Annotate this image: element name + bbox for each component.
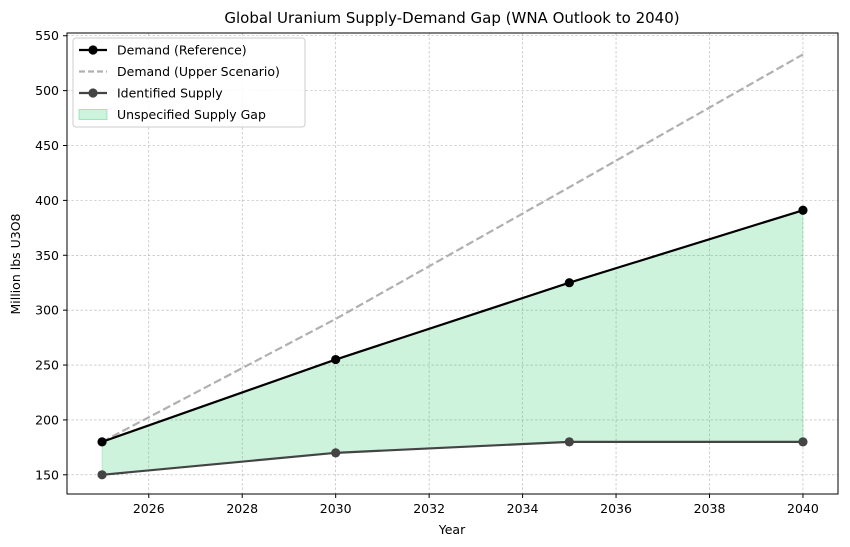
y-tick-label: 400: [35, 193, 59, 208]
y-axis: 150 200 250 300 350 400 450 500 550: [35, 28, 67, 482]
legend-entry: Identified Supply: [79, 86, 223, 101]
x-tick-label: 2028: [226, 501, 258, 516]
legend-label: Demand (Upper Scenario): [117, 64, 280, 79]
legend-entry: Demand (Upper Scenario): [79, 64, 280, 79]
series-line-demand-reference: [101, 209, 804, 443]
x-tick-label: 2026: [133, 501, 165, 516]
legend-entry: Demand (Reference): [79, 43, 247, 58]
x-tick-label: 2040: [787, 501, 819, 516]
y-tick-label: 350: [35, 248, 59, 263]
data-point-identified-supply: [97, 470, 107, 480]
y-tick-label: 550: [35, 28, 59, 43]
legend-entry: Unspecified Supply Gap: [78, 107, 266, 122]
legend-label: Demand (Reference): [117, 43, 247, 58]
x-axis: 2026 2028 2030 2032 2034 2036 2038 2040: [133, 494, 819, 516]
x-tick-label: 2034: [507, 501, 539, 516]
y-tick-label: 450: [35, 138, 59, 153]
x-tick-label: 2036: [600, 501, 632, 516]
series-line-demand-upper-scenario: [101, 53, 804, 443]
y-tick-label: 300: [35, 303, 59, 318]
data-point-demand-reference: [331, 354, 341, 365]
data-point-demand-reference: [798, 205, 808, 215]
legend-box: [72, 37, 306, 128]
legend-marker: [88, 88, 98, 98]
data-point-demand-reference: [97, 437, 107, 447]
x-tick-label: 2038: [694, 501, 726, 516]
legend-swatch: [78, 109, 108, 120]
fill-layer: [101, 209, 804, 476]
gap-fill-area: [101, 209, 804, 476]
plot-frame: [66, 32, 839, 495]
grid: [67, 33, 838, 494]
y-tick-label: 500: [35, 83, 59, 98]
legend-marker: [88, 45, 98, 55]
chart-title: Global Uranium Supply-Demand Gap (WNA Ou…: [224, 9, 679, 27]
y-tick-label: 250: [35, 358, 59, 373]
y-axis-label: Million lbs U3O8: [8, 213, 23, 314]
data-point-identified-supply: [331, 448, 341, 458]
legend-label: Identified Supply: [117, 86, 223, 101]
series-line-identified-supply: [101, 440, 803, 476]
x-axis-label: Year: [438, 522, 466, 537]
legend-label: Unspecified Supply Gap: [117, 107, 266, 122]
data-point-demand-reference: [564, 278, 574, 288]
data-point-identified-supply: [564, 437, 574, 447]
series-layer: [97, 53, 808, 480]
data-point-identified-supply: [798, 437, 808, 447]
x-tick-label: 2032: [413, 501, 445, 516]
y-tick-label: 200: [35, 412, 59, 427]
x-tick-label: 2030: [320, 501, 352, 516]
legend: Demand (Reference) Demand (Upper Scenario…: [72, 37, 306, 128]
y-tick-label: 150: [35, 467, 59, 482]
